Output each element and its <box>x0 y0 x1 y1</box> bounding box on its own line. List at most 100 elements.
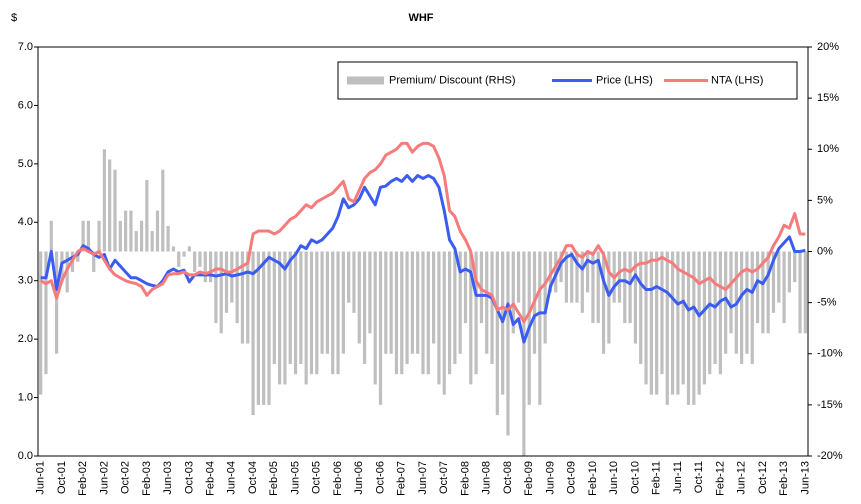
bar <box>665 251 669 405</box>
bar <box>400 251 404 375</box>
bar <box>633 251 638 344</box>
bar <box>145 179 149 252</box>
bar <box>676 251 680 395</box>
y2-tick-label: -20% <box>817 450 843 462</box>
bar <box>39 251 43 395</box>
bar <box>564 251 568 303</box>
bar <box>617 251 622 303</box>
bar <box>755 251 760 324</box>
bar <box>766 251 770 334</box>
bar <box>474 251 478 375</box>
bar <box>516 251 521 303</box>
bar <box>506 251 510 436</box>
line <box>39 141 806 324</box>
y-tick-label: 5.0 <box>18 158 33 170</box>
x-tick-label: Feb-12 <box>714 461 726 496</box>
bar <box>660 251 664 375</box>
bar <box>389 251 393 354</box>
x-tick-label: Jun-01 <box>35 461 47 495</box>
x-tick-label: Oct-03 <box>183 461 195 494</box>
lines-layer <box>39 141 806 344</box>
x-tick-label: Jun-04 <box>226 461 238 495</box>
legend-label: Price (LHS) <box>596 74 653 86</box>
bar <box>251 251 255 416</box>
x-tick-label: Oct-12 <box>757 461 769 494</box>
x-tick-label: Feb-08 <box>459 461 471 496</box>
chart-title: WHF <box>408 12 433 24</box>
bar <box>538 251 542 405</box>
bar <box>458 251 462 354</box>
bar <box>288 251 292 364</box>
bar <box>570 251 574 303</box>
bar <box>793 251 797 283</box>
x-tick-label: Oct-08 <box>502 461 514 494</box>
bar <box>124 210 128 252</box>
bar <box>129 210 133 252</box>
bar <box>283 251 287 385</box>
x-tick-label: Jun-12 <box>736 461 748 495</box>
x-tick-label: Jun-05 <box>289 461 301 495</box>
y2-tick-label: -15% <box>817 399 843 411</box>
y2-tick-label: 20% <box>817 41 839 53</box>
bar <box>511 251 515 334</box>
y2-tick-label: 0% <box>817 245 833 257</box>
bar <box>453 251 457 364</box>
bar <box>649 251 653 395</box>
y-axis-label: $ <box>11 12 17 24</box>
x-tick-label: Jun-06 <box>353 461 365 495</box>
y-tick-label: 3.0 <box>18 275 33 287</box>
x-tick-label: Jun-07 <box>417 461 429 495</box>
x-tick-label: Jun-08 <box>481 461 493 495</box>
bar <box>740 251 744 364</box>
bar <box>187 246 191 252</box>
x-tick-label: Oct-10 <box>629 461 641 494</box>
bar <box>102 149 106 252</box>
bar <box>607 251 611 344</box>
bar <box>341 251 345 354</box>
bar <box>54 251 59 354</box>
x-tick-label: Oct-01 <box>56 461 68 494</box>
bar <box>548 251 553 293</box>
bar <box>575 251 579 303</box>
bar <box>177 251 181 267</box>
legend-label: Premium/ Discount (RHS) <box>389 74 516 86</box>
x-tick-label: Oct-07 <box>438 461 450 494</box>
x-tick-label: Jun-03 <box>162 461 174 495</box>
bar <box>203 251 207 283</box>
bar <box>787 251 792 293</box>
bar <box>304 251 308 385</box>
bar <box>97 220 101 252</box>
y2-tick-label: 5% <box>817 194 833 206</box>
bar <box>686 251 691 405</box>
bar <box>724 251 728 354</box>
bar <box>373 251 377 385</box>
x-tick-label: Feb-06 <box>332 461 344 496</box>
bar <box>750 251 754 364</box>
y-tick-label: 7.0 <box>18 41 33 53</box>
bar <box>150 231 154 252</box>
bar <box>134 231 138 252</box>
bar <box>681 251 685 385</box>
bar <box>437 251 441 385</box>
bar <box>702 251 707 385</box>
bar <box>495 251 499 416</box>
bar <box>447 251 452 375</box>
bar <box>193 251 197 272</box>
bar <box>426 251 430 375</box>
bar <box>729 251 733 334</box>
y2-tick-label: -5% <box>817 297 837 309</box>
bar <box>309 251 314 375</box>
x-tick-label: Feb-05 <box>268 461 280 496</box>
bar <box>320 251 324 354</box>
x-tick-label: Feb-02 <box>77 461 89 496</box>
bar <box>108 159 112 252</box>
bar <box>214 251 218 324</box>
bar <box>76 251 80 262</box>
x-tick-label: Oct-11 <box>693 461 705 493</box>
bar <box>394 251 399 375</box>
bar <box>644 251 648 385</box>
bars-layer <box>39 149 807 456</box>
x-tick-label: Oct-05 <box>311 461 323 494</box>
x-tick-label: Oct-02 <box>120 461 132 494</box>
bar <box>596 251 600 324</box>
